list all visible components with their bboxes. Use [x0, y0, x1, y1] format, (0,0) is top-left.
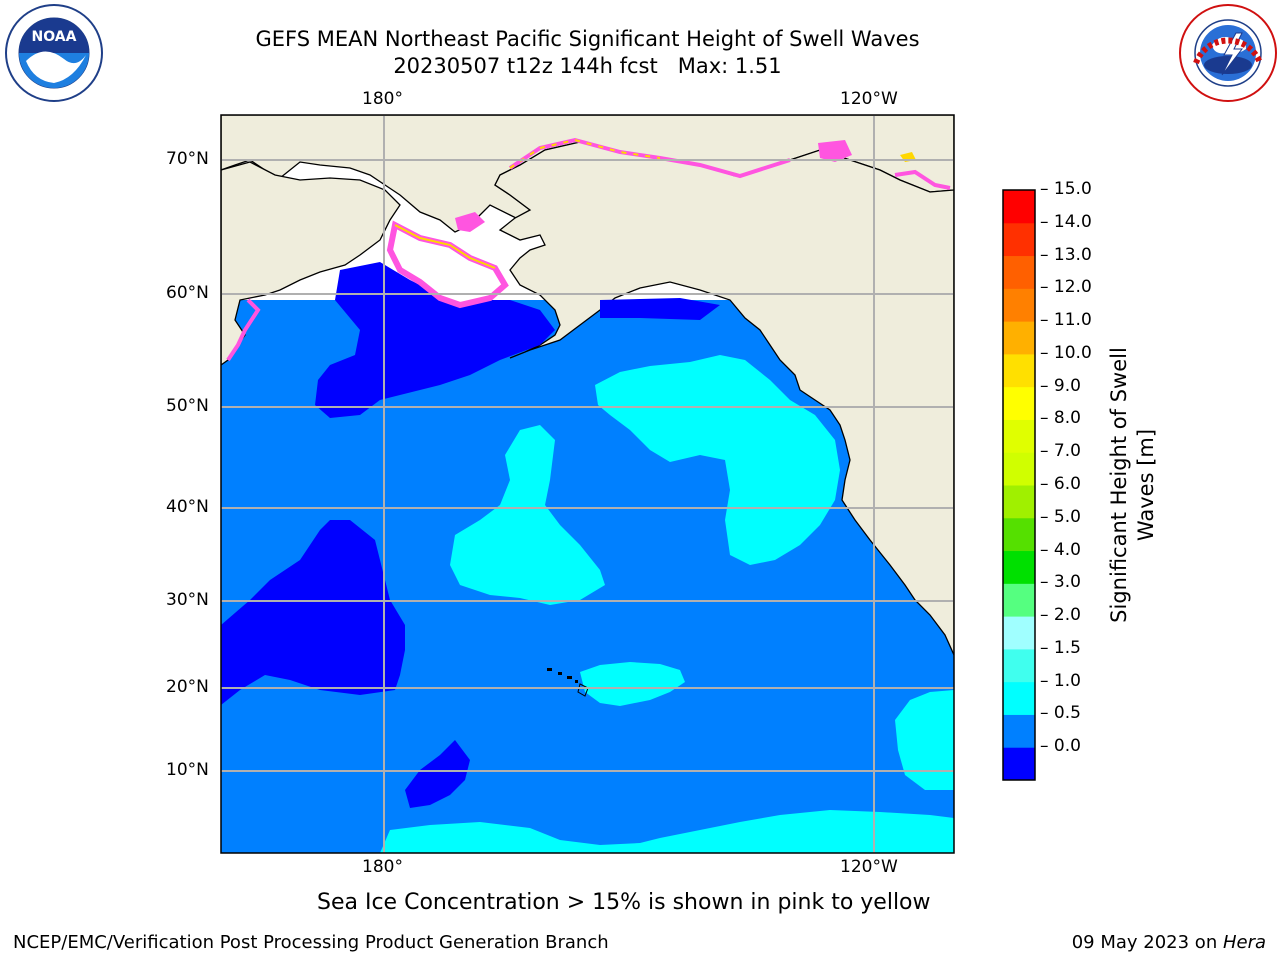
colorbar-tick-label: – 13.0 — [1040, 244, 1092, 265]
noaa-logo-text: NOAA — [32, 29, 77, 45]
colorbar-frame — [1002, 189, 1036, 781]
colorbar-segment — [1003, 419, 1035, 453]
colorbar-segment — [1003, 255, 1035, 289]
colorbar-segment — [1003, 452, 1035, 486]
colorbar-segment — [1003, 288, 1035, 322]
colorbar-segment — [1003, 485, 1035, 519]
colorbar-tick-label: – 5.0 — [1040, 506, 1081, 527]
bering-sea-low — [315, 262, 555, 418]
colorbar-segment — [1003, 222, 1035, 257]
colorbar-segment — [1003, 550, 1035, 584]
colorbar-tick-label: – 10.0 — [1040, 342, 1092, 363]
colorbar-tick-label: – 0.5 — [1040, 703, 1081, 724]
hawaiian-islands — [547, 668, 589, 697]
colorbar-tick-label: – 11.0 — [1040, 310, 1092, 331]
graticule — [221, 115, 954, 853]
colorbar-tick-label: – 9.0 — [1040, 375, 1081, 396]
lon-label-top-120w: 120°W — [840, 89, 898, 109]
footer-left: NCEP/EMC/Verification Post Processing Pr… — [13, 932, 609, 953]
colorbar-tick-label: – 8.0 — [1040, 408, 1081, 429]
west-pacific-low — [221, 520, 405, 705]
colorbar-tick-label: – 15.0 — [1040, 179, 1092, 199]
footer-date: 09 May 2023 on — [1071, 932, 1223, 953]
colorbar-segment — [1003, 583, 1035, 617]
colorbar-tick-label: – 14.0 — [1040, 211, 1092, 232]
nws-logo — [1179, 4, 1277, 102]
lat-label-40n: 40°N — [166, 497, 209, 517]
noaa-logo: NOAA — [5, 4, 103, 102]
colorbar-tick-label: – 12.0 — [1040, 277, 1092, 298]
colorbar-tick-label: – 1.0 — [1040, 670, 1081, 691]
lat-label-10n: 10°N — [166, 760, 209, 780]
colorbar-tick-label: – 7.0 — [1040, 441, 1081, 462]
colorbar-tick-label: – 4.0 — [1040, 539, 1081, 560]
sea-ice-note: Sea Ice Concentration > 15% is shown in … — [317, 890, 931, 915]
lon-label-top-180: 180° — [362, 89, 403, 109]
lat-label-50n: 50°N — [166, 396, 209, 416]
swell-cyan-hawaii — [580, 662, 685, 706]
lat-label-30n: 30°N — [166, 590, 209, 610]
lon-label-bottom-180: 180° — [362, 857, 403, 877]
colorbar-segment — [1003, 386, 1035, 420]
colorbar-segment — [1003, 616, 1035, 650]
gulf-alaska-low — [600, 298, 720, 320]
colorbar-label: Significant Height of Swell Waves [m] — [1107, 347, 1158, 623]
lat-label-60n: 60°N — [166, 283, 209, 303]
colorbar-tick-label: – 3.0 — [1040, 572, 1081, 593]
colorbar-segment — [1003, 747, 1035, 781]
colorbar — [1002, 189, 1036, 781]
colorbar-tick-label: – 1.5 — [1040, 637, 1081, 658]
colorbar-segment — [1003, 681, 1035, 715]
colorbar-segment — [1003, 190, 1035, 224]
colorbar-segment — [1003, 517, 1035, 552]
lon-label-bottom-120w: 120°W — [840, 857, 898, 877]
map-frame — [220, 114, 955, 854]
swell-cyan-center — [450, 425, 605, 605]
colorbar-segment — [1003, 321, 1035, 355]
map-subtitle: 20230507 t12z 144h fcst Max: 1.51 — [393, 54, 782, 78]
colorbar-tick-label: – 0.0 — [1040, 736, 1081, 757]
lat-label-70n: 70°N — [166, 149, 209, 169]
footer-host: Hera — [1222, 932, 1266, 953]
colorbar-segment — [1003, 648, 1035, 683]
swell-cyan-south — [380, 810, 954, 853]
colorbar-segment — [1003, 353, 1035, 388]
south-pacific-low — [405, 740, 470, 808]
colorbar-tick-label: – 2.0 — [1040, 605, 1081, 626]
lat-label-20n: 20°N — [166, 677, 209, 697]
colorbar-segment — [1003, 714, 1035, 748]
colorbar-tick-label: – 6.0 — [1040, 474, 1081, 494]
footer-right: 09 May 2023 on Hera — [1072, 932, 1266, 953]
swell-cyan-east-tropics — [895, 690, 954, 790]
map-title: GEFS MEAN Northeast Pacific Significant … — [255, 27, 920, 51]
